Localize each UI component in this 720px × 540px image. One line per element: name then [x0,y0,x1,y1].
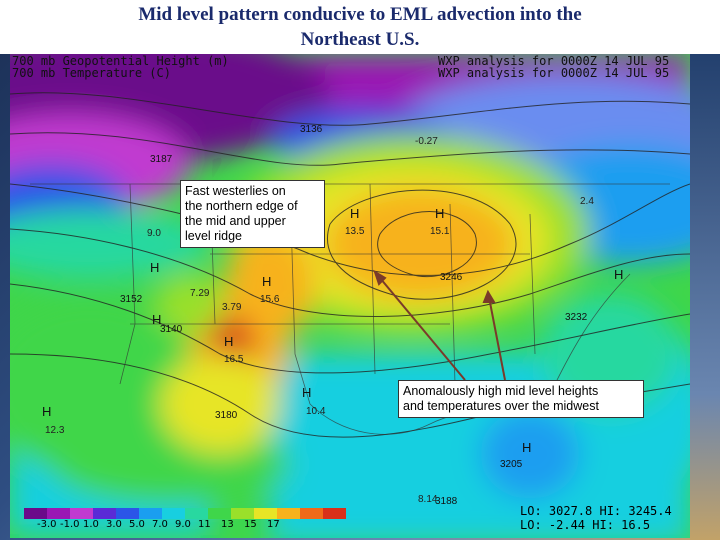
map-header-temperature: 700 mb Temperature (C) [12,66,171,80]
height-value-label: 3140 [160,324,183,335]
slide-title-line-2: Northeast U.S. [300,29,420,50]
colorbar-tick: 15 [244,519,257,530]
height-range-readout: LO: 3027.8 HI: 3245.4 [520,504,672,518]
colorbar-swatch [47,508,70,519]
slide-title-line-1: Mid level pattern conducive to EML advec… [138,4,582,25]
colorbar-tick: 3.0 [106,519,122,530]
height-value-label: 3246 [440,272,463,283]
svg-text:H: H [152,312,161,327]
temperature-value-label: 8.14 [418,494,438,505]
colorbar-tick: 9.0 [175,519,191,530]
svg-text:H: H [262,274,271,289]
colorbar-tick: 17 [267,519,280,530]
colorbar-swatch [24,508,47,519]
colorbar-tick: 5.0 [129,519,145,530]
svg-text:H: H [435,206,444,221]
colorbar-swatch [231,508,254,519]
colorbar-swatch [185,508,208,519]
colorbar-swatch [162,508,185,519]
height-value-label: 3180 [215,410,238,421]
height-value-label: 3232 [565,312,588,323]
temperature-value-label: 10.4 [306,406,326,417]
svg-text:H: H [42,404,51,419]
colorbar-swatch [208,508,231,519]
temperature-value-label: 3.79 [222,302,242,313]
height-value-label: 3188 [435,496,458,507]
svg-text:H: H [224,334,233,349]
svg-text:H: H [302,385,311,400]
colorbar-swatch [139,508,162,519]
temperature-range-readout: LO: -2.44 HI: 16.5 [520,518,651,532]
height-value-label: 3136 [300,124,323,135]
height-value-label: 3187 [150,154,173,165]
weather-map-graphic: H H H H H H H H H H [10,54,690,538]
colorbar-swatch [93,508,116,519]
temperature-value-label: 15.1 [430,226,450,237]
height-value-label: 3152 [120,294,143,305]
map-header-analysis-2: WXP analysis for 0000Z 14 JUL 95 [438,66,670,80]
colorbar-swatch [300,508,323,519]
temperature-value-label: 13.5 [345,226,365,237]
svg-text:H: H [522,440,531,455]
svg-text:H: H [350,206,359,221]
temperature-value-label: 9.0 [147,228,161,239]
slide-edge-decoration [690,54,720,540]
temperature-value-label: 12.3 [45,425,65,436]
colorbar-tick: 11 [198,519,211,530]
colorbar-swatch [323,508,346,519]
temperature-value-label: 7.29 [190,288,210,299]
colorbar-tick: 13 [221,519,234,530]
slide-title: Mid level pattern conducive to EML advec… [0,2,720,52]
colorbar-swatch [70,508,93,519]
colorbar-swatch [116,508,139,519]
temperature-value-label: 16.5 [224,354,244,365]
colorbar-swatch [254,508,277,519]
map-header-height: 700 mb Geopotential Height (m) [12,54,229,68]
title-area: Mid level pattern conducive to EML advec… [0,0,720,54]
colorbar-tick: -3.0 [37,519,57,530]
callout-midwest-heights: Anomalously high mid level heights and t… [398,380,644,418]
height-value-label: 3205 [500,459,523,470]
temperature-value-label: -0.27 [415,136,438,147]
map-header-analysis-1: WXP analysis for 0000Z 14 JUL 95 [438,54,670,68]
weather-map: H H H H H H H H H H 700 mb Geopotential … [10,54,690,538]
temperature-value-label: 2.4 [580,196,594,207]
colorbar-tick: 7.0 [152,519,168,530]
temperature-value-label: 15.6 [260,294,280,305]
temperature-colorbar [24,508,346,519]
colorbar-swatch [277,508,300,519]
callout-fast-westerlies: Fast westerlies on the northern edge of … [180,180,325,248]
colorbar-tick: -1.0 [60,519,80,530]
svg-text:H: H [614,267,623,282]
svg-text:H: H [150,260,159,275]
colorbar-tick: 1.0 [83,519,99,530]
